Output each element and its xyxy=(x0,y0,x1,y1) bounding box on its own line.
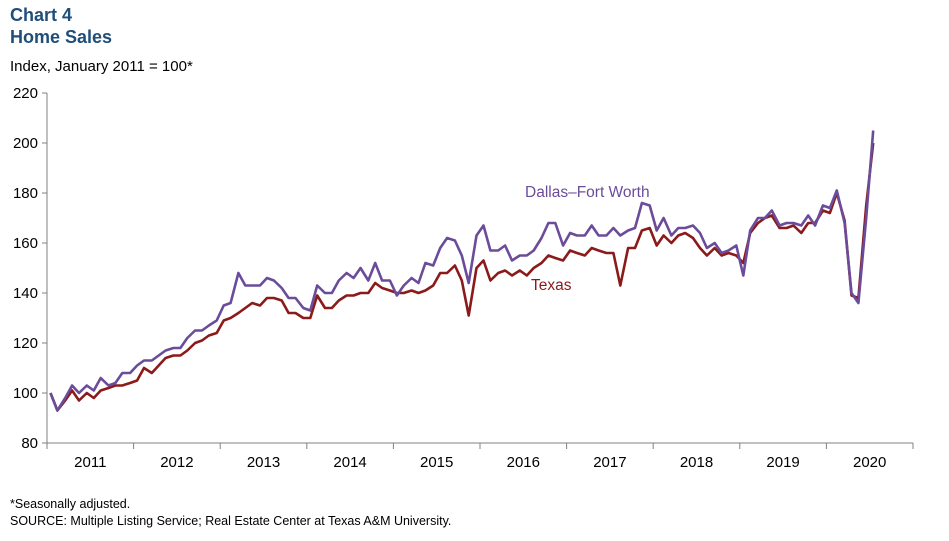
x-tick-label: 2018 xyxy=(680,454,713,471)
x-tick-label: 2011 xyxy=(74,454,106,471)
footnote-seasonally-adjusted: *Seasonally adjusted. xyxy=(10,497,131,511)
chart-title: Chart 4 Home Sales xyxy=(10,4,112,48)
series-line-texas xyxy=(49,142,875,412)
y-tick-label: 180 xyxy=(13,185,38,202)
x-tick-label: 2019 xyxy=(766,454,799,471)
chart-number: Chart 4 xyxy=(10,5,73,25)
y-tick-label: 160 xyxy=(13,235,38,252)
series-label-dallas-fort-worth: Dallas–Fort Worth xyxy=(525,184,650,201)
x-tick-label: 2014 xyxy=(333,454,366,471)
series-labels: Dallas–Fort Worth Texas xyxy=(525,184,650,294)
series-layer xyxy=(49,130,875,412)
y-tick-label: 140 xyxy=(13,285,38,302)
y-tick-label: 80 xyxy=(21,435,38,452)
chart-name: Home Sales xyxy=(10,27,113,47)
x-tick-label: 2015 xyxy=(420,454,453,471)
x-tick-label: 2020 xyxy=(853,454,886,471)
y-tick-label: 200 xyxy=(13,135,38,152)
series-label-texas: Texas xyxy=(531,277,572,294)
x-tick-label: 2016 xyxy=(507,454,540,471)
axes-group: 80 100 120 140 160 180 200 220 2011 2012 2013 2014 2… xyxy=(13,85,914,471)
y-axis-subtitle: Index, January 2011 = 100* xyxy=(10,58,193,75)
x-tick-label: 2017 xyxy=(593,454,626,471)
x-tick-label: 2012 xyxy=(160,454,193,471)
x-tick-label: 2013 xyxy=(247,454,280,471)
footnote-source: SOURCE: Multiple Listing Service; Real E… xyxy=(10,514,452,528)
series-line-dallas-fort-worth xyxy=(49,130,875,412)
y-tick-label: 120 xyxy=(13,335,38,352)
y-tick-label: 100 xyxy=(13,385,38,402)
y-tick-label: 220 xyxy=(13,85,38,102)
